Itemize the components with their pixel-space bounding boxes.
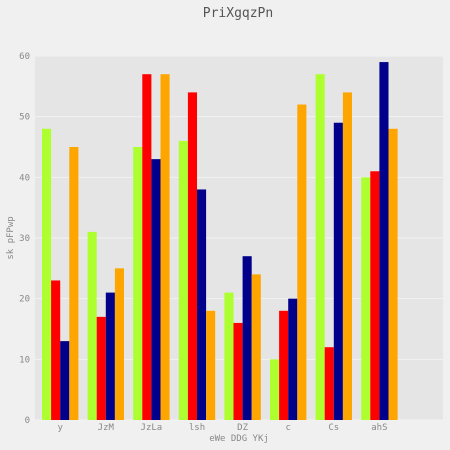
bars: [42, 62, 398, 421]
bar: [69, 147, 79, 420]
bar: [133, 147, 143, 420]
bar: [114, 268, 124, 420]
y-tick-label: 10: [19, 355, 30, 365]
bar: [379, 62, 389, 421]
bar: [388, 128, 398, 421]
bar: [251, 274, 261, 420]
bar: [297, 104, 307, 421]
bar: [288, 298, 298, 420]
x-tick-label: DZ: [237, 423, 248, 433]
bar: [224, 292, 234, 420]
x-axis-label: eWe DDG YKj: [209, 434, 269, 444]
y-tick-label: 50: [19, 113, 30, 123]
y-tick-label: 0: [25, 416, 30, 426]
bar: [178, 140, 188, 420]
bar: [270, 359, 280, 420]
bar: [315, 74, 325, 420]
bar: [187, 92, 197, 421]
y-tick-label: 30: [19, 234, 30, 244]
bar: [142, 74, 152, 420]
x-tick-label: c: [285, 423, 290, 433]
bar: [151, 159, 161, 420]
bar: [87, 231, 97, 420]
bar: [333, 122, 343, 420]
x-tick-labels: y JzM JzLa lsh DZ c Cs ahS: [57, 423, 387, 433]
y-axis-label: sk pFPwp: [6, 216, 16, 259]
bar: [96, 316, 106, 420]
bar: [279, 310, 289, 420]
y-tick-label: 40: [19, 173, 30, 183]
bar: [197, 189, 207, 420]
bar: [160, 74, 170, 420]
bar: [105, 292, 115, 420]
bar: [242, 256, 252, 420]
y-tick-labels: 0 10 20 30 40 50 60: [19, 52, 30, 426]
bar: [51, 280, 61, 420]
chart-title: PriXgqzPn: [203, 6, 273, 21]
bar: [342, 92, 352, 421]
y-tick-label: 60: [19, 52, 30, 62]
x-tick-label: y: [57, 423, 63, 433]
x-tick-label: lsh: [189, 423, 205, 433]
x-tick-label: JzM: [98, 423, 115, 433]
x-tick-label: Cs: [328, 423, 339, 433]
bar: [60, 341, 70, 420]
bar: [324, 347, 334, 420]
bar: [361, 177, 371, 420]
bar: [370, 171, 380, 420]
y-tick-label: 20: [19, 295, 30, 305]
x-tick-label: ahS: [371, 423, 387, 433]
bar: [206, 310, 216, 420]
bar: [42, 128, 52, 421]
bar: [233, 322, 243, 420]
x-tick-label: JzLa: [141, 423, 163, 433]
